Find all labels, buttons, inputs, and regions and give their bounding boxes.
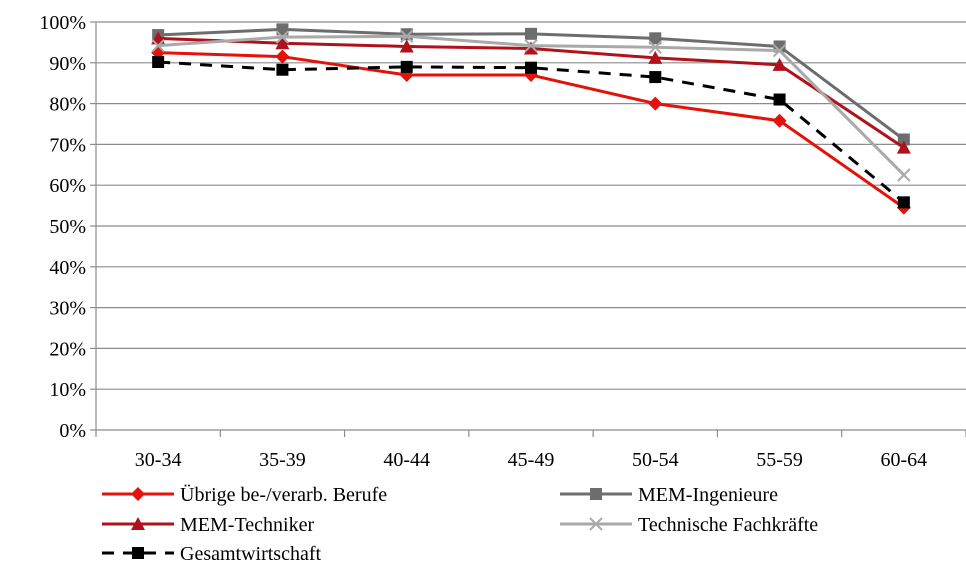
data-point xyxy=(151,38,165,53)
x-tick-label: 60-64 xyxy=(881,449,928,471)
y-axis-tick-labels: 0% 10% 20% 30% 40% 50% 60% 70% 80% 90% 100% xyxy=(39,12,86,442)
data-point xyxy=(152,55,165,68)
y-tick-label: 30% xyxy=(49,298,86,320)
x-tick-label: 55-59 xyxy=(756,449,803,471)
x-axis-tick-labels: 30-34 35-39 40-44 45-49 50-54 55-59 60-64 xyxy=(135,449,927,471)
data-point xyxy=(648,40,662,55)
data-point xyxy=(275,36,290,50)
data-point xyxy=(649,71,662,84)
data-point xyxy=(276,63,289,76)
legend-label: MEM-Techniker xyxy=(180,514,314,536)
legend-label: Technische Fachkräfte xyxy=(638,514,818,536)
data-point xyxy=(772,43,787,58)
data-point xyxy=(399,39,414,53)
data-point xyxy=(772,57,787,71)
y-tick-label: 100% xyxy=(39,12,86,34)
x-tick-label: 30-34 xyxy=(135,449,182,471)
series-3 xyxy=(151,29,911,182)
data-point xyxy=(400,29,414,43)
data-point xyxy=(275,49,290,64)
data-point xyxy=(524,41,538,55)
legend-entry: MEM-Ingenieure xyxy=(560,484,778,506)
data-point xyxy=(897,133,910,146)
legend: Übrige be-/verarb. Berufe MEM-Ingenieure M… xyxy=(102,483,818,565)
series-2 xyxy=(151,31,911,154)
legend-entry: MEM-Techniker xyxy=(102,514,314,536)
legend-marker xyxy=(131,517,145,530)
legend-marker xyxy=(132,547,144,559)
data-point xyxy=(525,27,537,40)
data-point xyxy=(400,28,413,41)
data-point xyxy=(648,96,663,111)
y-tick-label: 40% xyxy=(49,257,86,279)
y-tick-label: 10% xyxy=(49,379,86,401)
data-point xyxy=(524,38,538,53)
data-point xyxy=(525,61,537,74)
data-point xyxy=(896,140,911,154)
axes xyxy=(90,21,966,437)
series-line xyxy=(158,60,905,204)
data-point xyxy=(649,32,662,45)
series-layer xyxy=(151,23,911,215)
data-point xyxy=(276,23,289,36)
y-tick-label: 50% xyxy=(49,216,86,238)
x-tick-label: 45-49 xyxy=(508,449,555,471)
data-point xyxy=(400,60,413,73)
legend-marker xyxy=(590,488,602,500)
data-point xyxy=(897,196,910,209)
legend-entry: Übrige be-/verarb. Berufe xyxy=(102,483,387,506)
x-tick-label: 50-54 xyxy=(632,449,679,471)
data-point xyxy=(773,93,786,106)
legend-label: Gesamtwirtschaft xyxy=(180,543,322,565)
y-tick-label: 90% xyxy=(49,53,86,75)
x-tick-label: 35-39 xyxy=(259,449,306,471)
y-tick-label: 0% xyxy=(59,420,86,442)
legend-marker xyxy=(589,517,603,531)
data-point xyxy=(897,168,911,182)
legend-label: MEM-Ingenieure xyxy=(638,484,778,506)
legend-label: Übrige be-/verarb. Berufe xyxy=(180,483,387,506)
data-point xyxy=(275,30,290,44)
y-tick-label: 20% xyxy=(49,338,86,360)
data-point xyxy=(772,113,787,128)
legend-entry: Technische Fachkräfte xyxy=(560,514,818,536)
legend-entry: Gesamtwirtschaft xyxy=(102,543,322,565)
y-tick-label: 80% xyxy=(49,94,86,116)
legend-marker xyxy=(131,487,145,501)
data-point xyxy=(648,50,663,64)
y-tick-label: 70% xyxy=(49,134,86,156)
series-4 xyxy=(152,55,910,209)
y-tick-label: 60% xyxy=(49,175,86,197)
x-tick-label: 40-44 xyxy=(383,449,430,471)
